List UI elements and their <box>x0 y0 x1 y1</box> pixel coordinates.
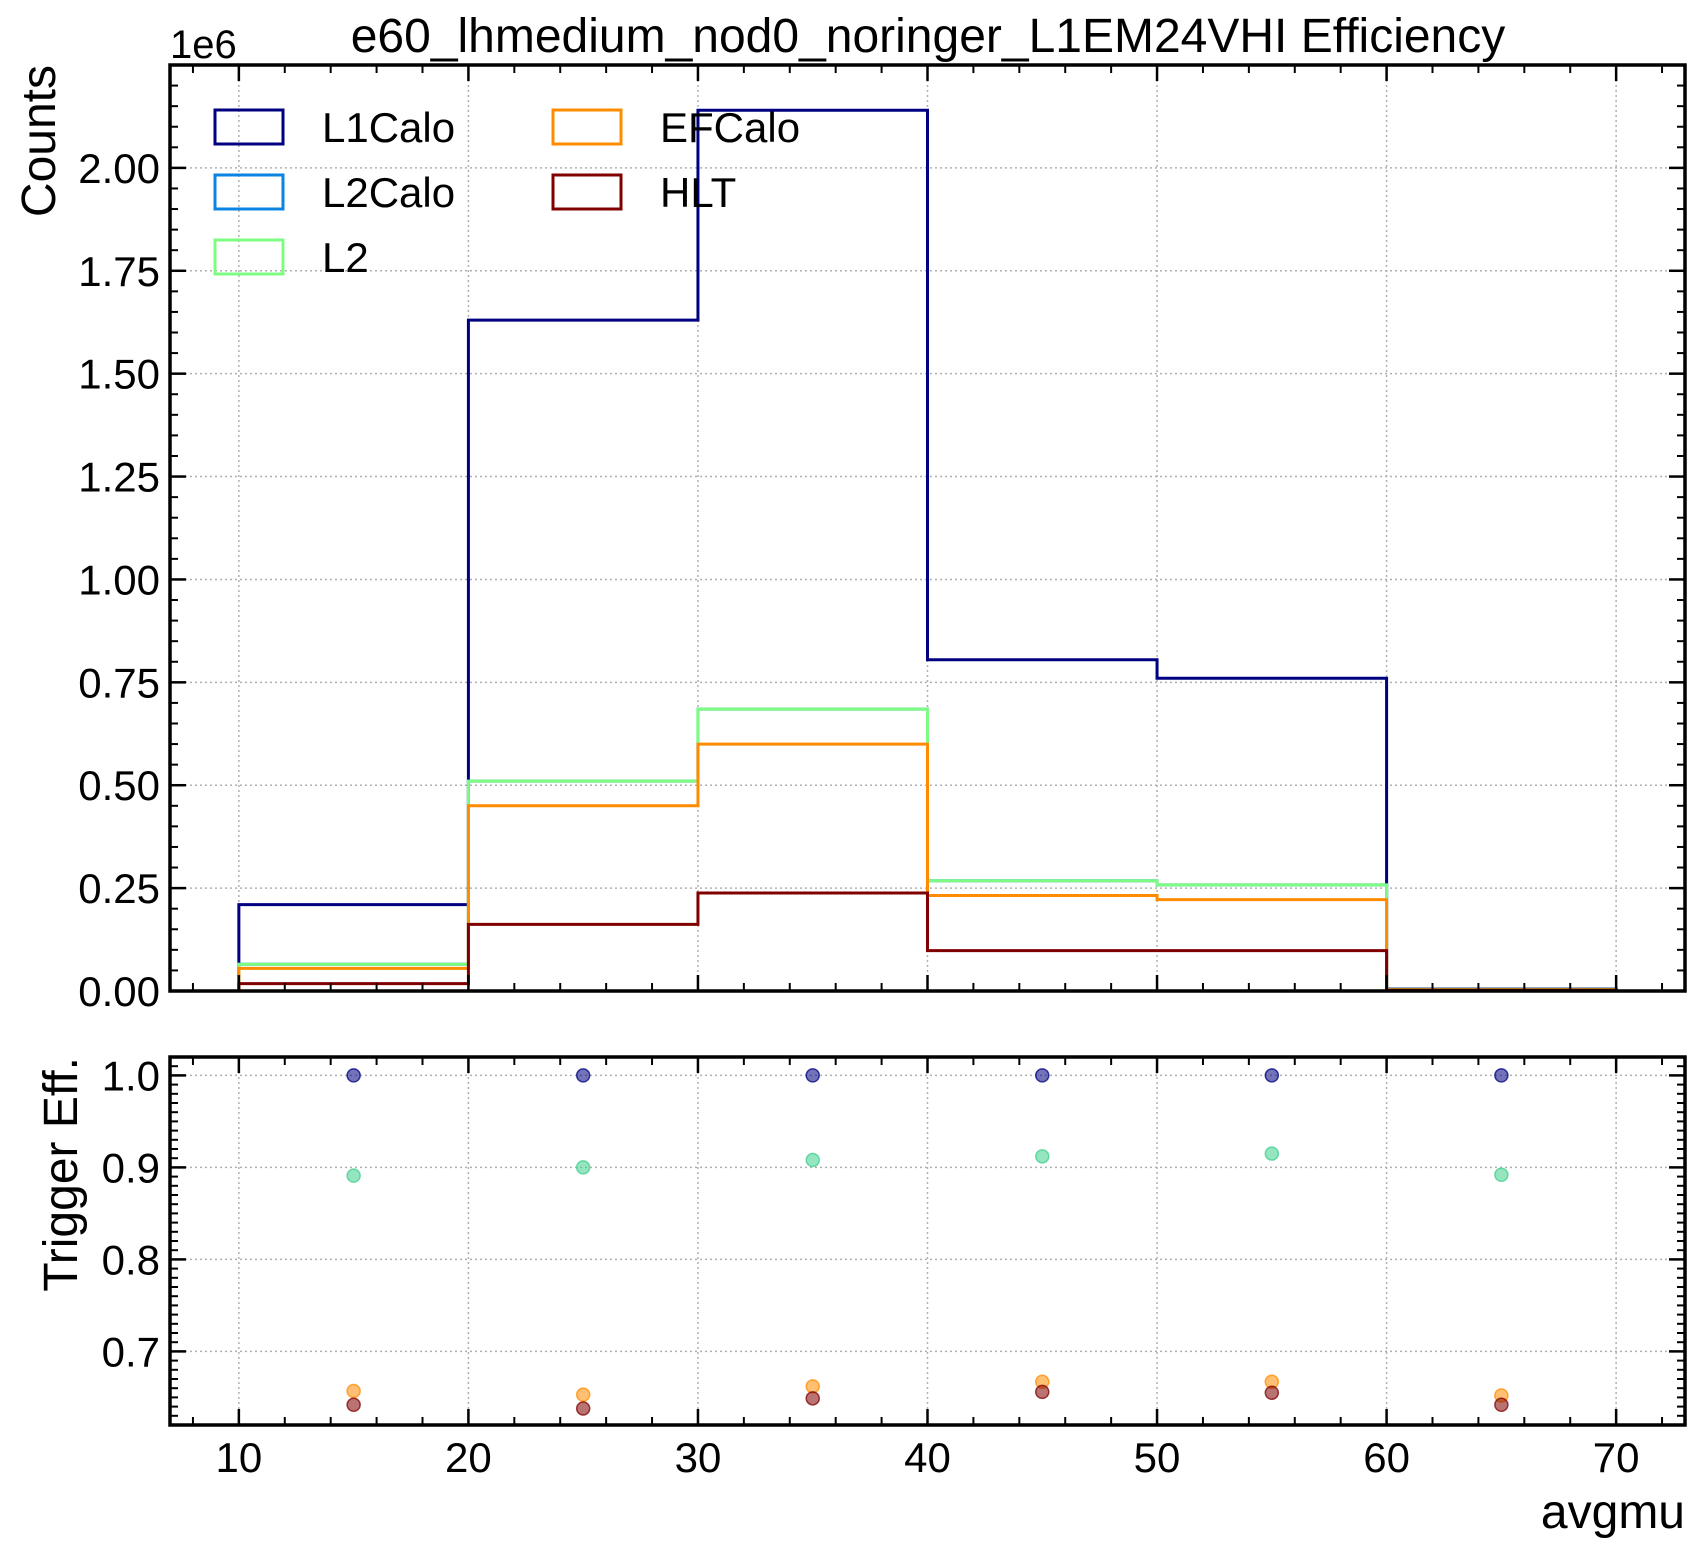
efficiency-point <box>1264 1385 1280 1401</box>
efficiency-point <box>805 1152 820 1168</box>
legend-swatch-l2calo <box>213 173 285 211</box>
efficiency-point <box>1494 1167 1509 1183</box>
bot-ticks: 10 20 30 40 50 60 70 0.7 0.8 0.9 1.0 <box>102 1052 1685 1481</box>
bot-grid <box>170 1057 1685 1425</box>
efficiency-point <box>1264 1146 1280 1161</box>
legend-swatch-hlt <box>551 173 623 211</box>
top-y-tick-label: 1.25 <box>78 454 160 501</box>
efficiency-point <box>1494 1397 1509 1413</box>
efficiency-point <box>805 1379 820 1394</box>
bottom-y-tick-label: 1.0 <box>102 1052 160 1099</box>
efficiency-point <box>346 1168 361 1183</box>
x-tick-label: 40 <box>904 1434 951 1481</box>
y-offset-label: 1e6 <box>170 23 237 67</box>
legend-label-l2: L2 <box>322 234 369 281</box>
top-y-tick-label: 2.00 <box>78 145 160 192</box>
legend-label-hlt: HLT <box>660 169 736 216</box>
histogram-series-efcalo <box>237 742 1618 992</box>
bottom-y-tick-label: 0.8 <box>102 1236 160 1283</box>
efficiency-point <box>1494 1068 1509 1083</box>
efficiency-point <box>346 1068 361 1083</box>
top-y-tick-label: 0.75 <box>78 659 160 706</box>
efficiency-point <box>575 1068 591 1083</box>
efficiency-point <box>575 1160 591 1175</box>
efficiency-point <box>805 1068 820 1083</box>
bottom-efficiency-points <box>346 1068 1509 1416</box>
legend: L1Calo L2Calo L2 EFCalo HLT <box>213 104 800 281</box>
efficiency-point <box>1264 1068 1280 1083</box>
efficiency-point <box>346 1383 361 1399</box>
efficiency-point <box>805 1391 820 1406</box>
legend-swatch-efcalo <box>551 108 623 146</box>
legend-label-efcalo: EFCalo <box>660 104 800 151</box>
bottom-y-tick-label: 0.7 <box>102 1328 160 1375</box>
top-ticks: 0.00 0.25 0.50 0.75 1.00 1.25 1.50 1.75 2.00 <box>78 65 1685 1015</box>
top-histogram-steps <box>237 108 1618 992</box>
efficiency-point <box>1035 1068 1050 1083</box>
top-y-tick-label: 1.50 <box>78 351 160 398</box>
legend-label-l2calo: L2Calo <box>322 169 455 216</box>
x-tick-label: 60 <box>1363 1434 1410 1481</box>
efficiency-point <box>1035 1149 1050 1164</box>
legend-label-l1calo: L1Calo <box>322 104 455 151</box>
legend-swatch-l2 <box>213 238 285 276</box>
top-y-tick-label: 0.25 <box>78 865 160 912</box>
efficiency-point <box>1035 1384 1050 1400</box>
bottom-axes-frame <box>168 1055 1687 1427</box>
legend-swatch-l1calo <box>213 108 285 146</box>
efficiency-point <box>346 1397 361 1413</box>
top-y-axis-label: Counts <box>13 65 66 217</box>
bottom-y-axis-label: Trigger Eff. <box>35 1057 88 1292</box>
x-tick-label: 30 <box>675 1434 722 1481</box>
top-axes-frame <box>168 63 1687 993</box>
top-y-tick-label: 0.00 <box>78 968 160 1015</box>
top-y-tick-label: 1.75 <box>78 248 160 295</box>
top-y-tick-label: 0.50 <box>78 762 160 809</box>
top-y-tick-label: 1.00 <box>78 556 160 603</box>
x-tick-label: 20 <box>445 1434 492 1481</box>
efficiency-point <box>575 1401 591 1416</box>
x-axis-label: avgmu <box>1541 1486 1685 1539</box>
x-tick-label: 10 <box>216 1434 263 1481</box>
x-tick-label: 70 <box>1593 1434 1640 1481</box>
x-tick-label: 50 <box>1134 1434 1181 1481</box>
chart-title: e60_lhmedium_nod0_noringer_L1EM24VHI Eff… <box>351 10 1506 63</box>
efficiency-point <box>575 1387 591 1402</box>
bottom-y-tick-label: 0.9 <box>102 1144 160 1191</box>
